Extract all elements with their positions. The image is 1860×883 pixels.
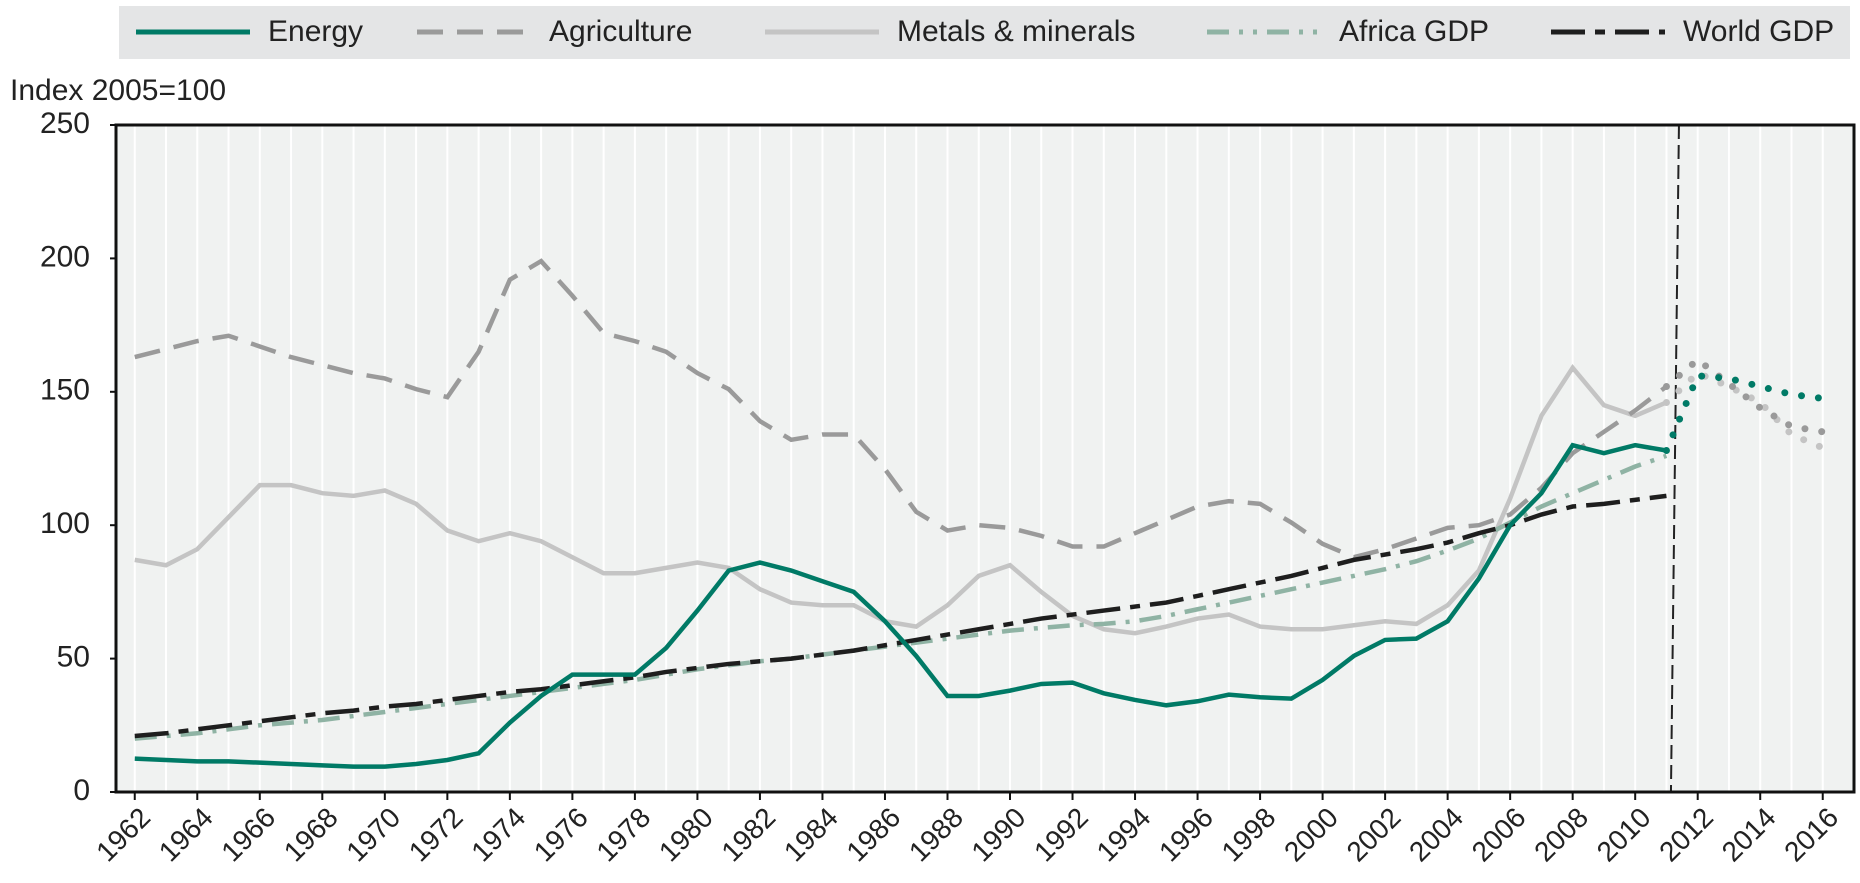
x-tick-label: 1990 [966,802,1032,868]
legend-label: Metals & minerals [897,15,1135,48]
y-axis-label: Index 2005=100 [10,74,226,107]
y-tick-label: 50 [57,641,90,674]
x-tick-label: 2002 [1341,802,1407,868]
x-tick-label: 1966 [215,802,281,868]
x-tick-label: 1982 [715,802,781,868]
x-tick-label: 2016 [1778,802,1844,868]
x-tick-label: 1972 [403,802,469,868]
forecast-line [1662,372,1827,454]
x-tick-label: 1988 [903,802,969,868]
y-tick-label: 0 [73,774,90,807]
x-tick-label: 2010 [1591,802,1657,868]
legend-label: Africa GDP [1339,15,1489,48]
legend-label: World GDP [1683,15,1834,48]
series-line [134,493,1667,739]
x-tick-label: 1974 [465,802,531,868]
x-tick-label: 2012 [1653,802,1719,868]
x-tick-label: 1980 [653,802,719,868]
y-tick-label: 200 [40,240,90,273]
x-tick-label: 1986 [840,802,906,868]
y-tick-label: 150 [40,374,90,407]
x-tick-label: 1992 [1028,802,1094,868]
plot-frame [114,123,1856,794]
series-line [134,258,1668,560]
x-tick-label: 1964 [153,802,219,868]
forecast-line [1662,369,1827,452]
forecast-divider [1669,124,1680,793]
x-tick-label: 1962 [90,802,156,868]
x-tick-label: 2008 [1528,802,1594,868]
x-tick-label: 1970 [340,802,406,868]
x-tick-label: 1998 [1216,802,1282,868]
x-tick-label: 1968 [278,802,344,868]
y-tick-label: 250 [40,107,90,140]
x-tick-label: 2006 [1466,802,1532,868]
x-tick-label: 1978 [590,802,656,868]
legend-label: Energy [268,15,363,48]
series-line [134,442,1667,769]
x-tick-label: 1996 [1153,802,1219,868]
plot-area [116,125,1854,792]
x-tick-label: 2014 [1716,802,1782,868]
y-tick-label: 100 [40,507,90,540]
x-tick-label: 2000 [1278,802,1344,868]
x-tick-label: 1994 [1091,802,1157,868]
x-tick-label: 1976 [528,802,594,868]
legend-label: Agriculture [549,15,692,48]
x-tick-label: 2004 [1403,802,1469,868]
x-tick-label: 1984 [778,802,844,868]
forecast-line [1662,355,1827,436]
series-line [134,364,1668,636]
